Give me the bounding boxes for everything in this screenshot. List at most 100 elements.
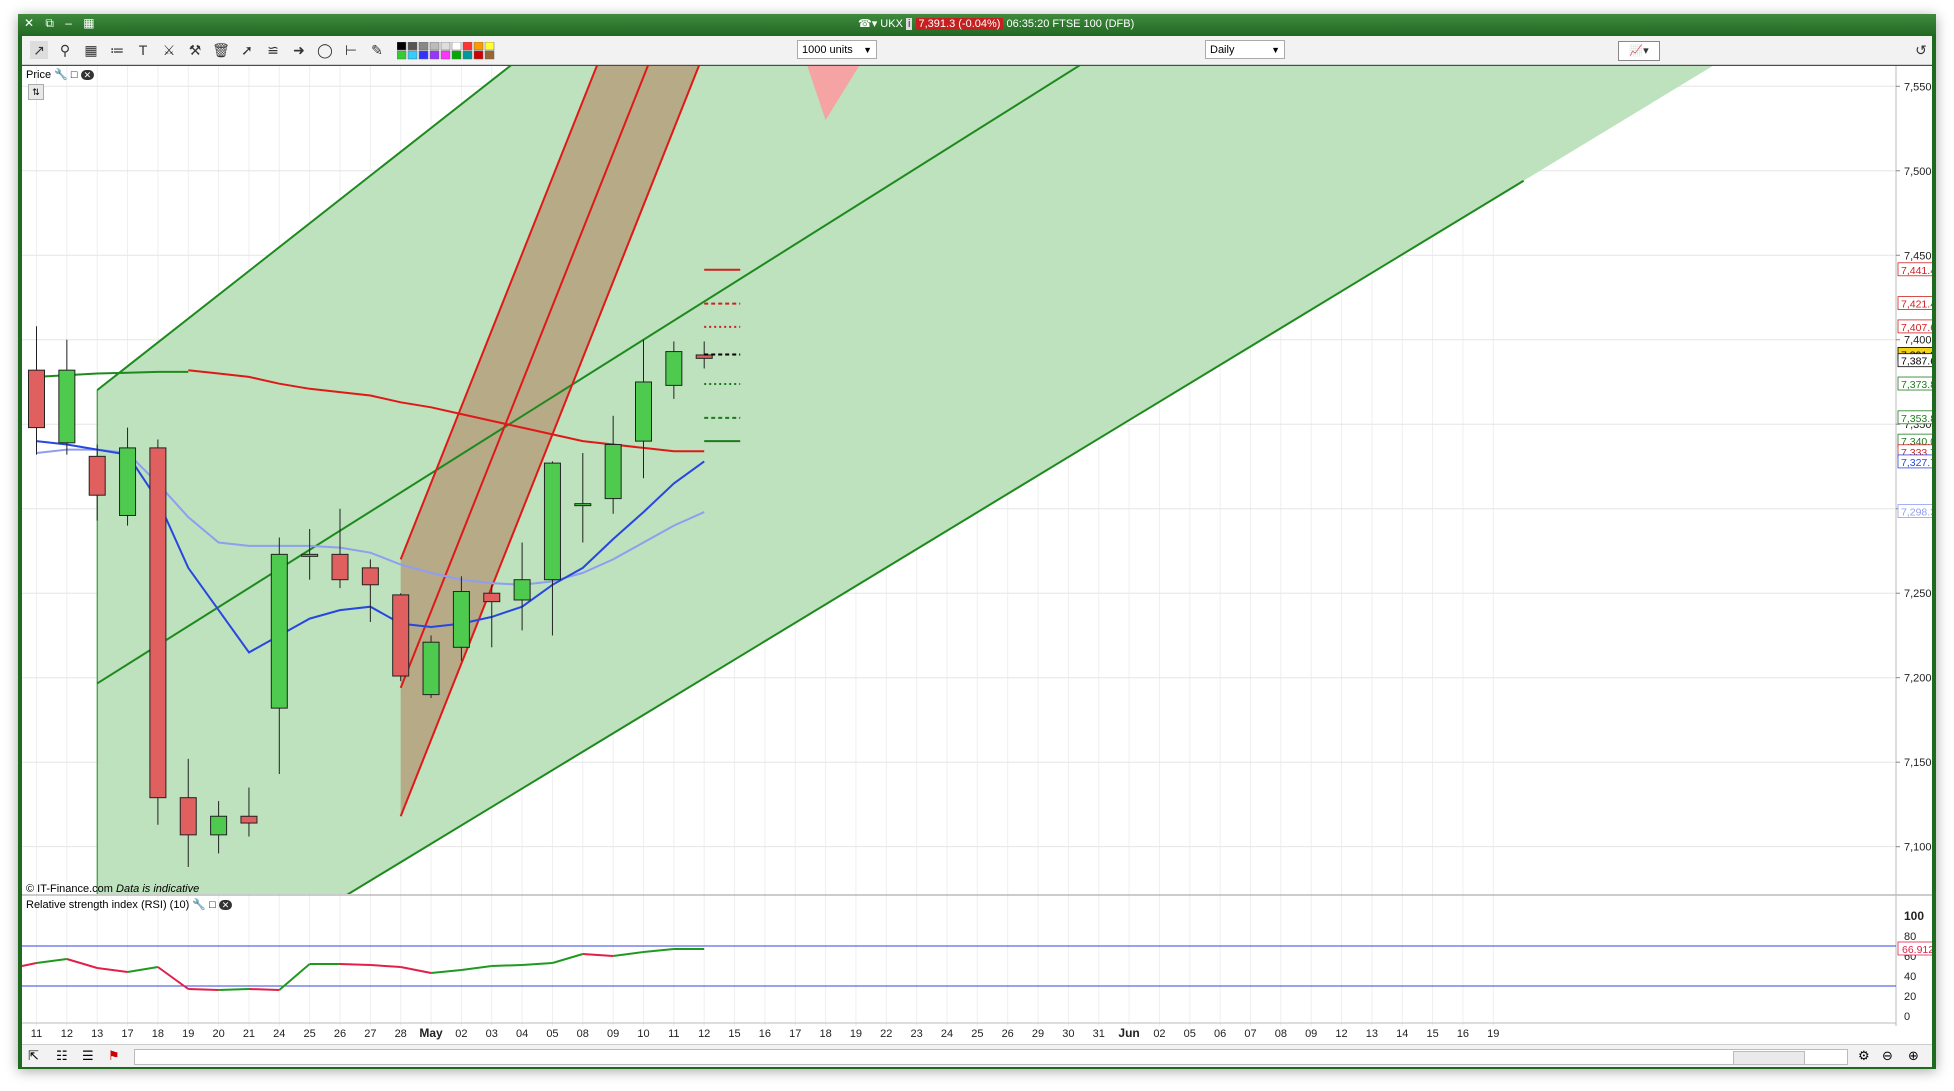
export-icon[interactable]: ⇱ xyxy=(28,1048,39,1063)
alert-icon[interactable]: ⚔ xyxy=(162,42,176,58)
candle-body xyxy=(392,594,410,677)
candle-body xyxy=(665,351,683,386)
price-label: 7,441.4 xyxy=(1901,265,1932,277)
scroll-thumb[interactable] xyxy=(1733,1051,1805,1065)
list-icon[interactable]: ☰ xyxy=(82,1048,94,1063)
units-select[interactable]: 1000 units ▼ xyxy=(797,40,877,59)
zoom-fit-icon[interactable]: ⚙ xyxy=(1858,1048,1870,1063)
period-select[interactable]: Daily ▼ xyxy=(1205,40,1285,59)
rsi-segment xyxy=(430,969,462,974)
x-tick-label: 10 xyxy=(637,1028,649,1040)
arrow-icon[interactable]: ➜ xyxy=(293,42,305,58)
x-tick-label: 13 xyxy=(91,1028,103,1040)
x-tick-label: 08 xyxy=(577,1028,589,1040)
rsi-maximize-icon[interactable]: □ xyxy=(209,899,216,911)
candle-body xyxy=(210,815,228,836)
side-panel-icon[interactable]: ↺ xyxy=(1915,42,1927,58)
collapse-icon[interactable]: ⇅ xyxy=(28,84,44,100)
x-tick-label: 19 xyxy=(182,1028,194,1040)
zoom-in-icon[interactable]: ⊕ xyxy=(1908,1048,1919,1063)
color-swatch xyxy=(397,42,407,51)
pointer-icon[interactable]: ↗ xyxy=(30,41,48,59)
chart-window: ✕ ⧉ – ▦ ☎▾ UKX i 7,391.3 (-0.04%) 06:35:… xyxy=(18,14,1939,1069)
flag-icon[interactable]: ⚑ xyxy=(108,1048,120,1063)
zoom-out-icon[interactable]: ⊖ xyxy=(1882,1048,1893,1063)
x-tick-label: 31 xyxy=(1093,1028,1105,1040)
rsi-segment xyxy=(218,988,249,991)
rsi-segment xyxy=(643,948,674,953)
candle-body xyxy=(604,444,622,500)
color-swatch xyxy=(462,50,473,60)
x-tick-label: 25 xyxy=(304,1028,316,1040)
color-swatches[interactable] xyxy=(397,42,547,60)
rsi-segment xyxy=(613,951,644,957)
rsi-segment xyxy=(522,962,553,966)
time-instrument: 06:35:20 FTSE 100 (DFB) xyxy=(1006,18,1135,30)
zoom-icon[interactable]: ⚲ xyxy=(59,42,71,58)
chart-style-icon[interactable]: 📈▾ xyxy=(1618,41,1660,61)
color-swatch xyxy=(429,42,440,51)
text-icon[interactable]: T xyxy=(138,42,148,58)
color-swatch xyxy=(462,42,473,51)
color-swatch xyxy=(440,42,451,51)
color-swatch xyxy=(407,42,418,51)
horizontal-scrollbar[interactable] xyxy=(134,1049,1848,1065)
candle-body xyxy=(452,591,470,648)
color-swatch xyxy=(418,50,429,60)
x-tick-label: May xyxy=(419,1026,443,1040)
y-tick-label: 7,400 xyxy=(1904,335,1932,347)
color-swatch xyxy=(473,50,484,60)
y-tick-label: 7,550 xyxy=(1904,81,1932,93)
x-tick-label: 18 xyxy=(819,1028,831,1040)
y-tick-label: 7,450 xyxy=(1904,250,1932,262)
rsi-wrench-icon[interactable]: 🔧 xyxy=(192,899,206,911)
layers-icon[interactable]: ☷ xyxy=(56,1048,68,1063)
candle-body xyxy=(179,797,197,836)
rsi-tick-label: 0 xyxy=(1904,1011,1910,1023)
raff-icon[interactable]: ≔ xyxy=(110,42,124,58)
indicative-text: Data is indicative xyxy=(116,883,200,895)
info-icon[interactable]: i xyxy=(905,18,913,30)
ellipse-icon[interactable]: ◯ xyxy=(317,42,333,58)
x-tick-label: 26 xyxy=(334,1028,346,1040)
close-pane-icon[interactable]: ✕ xyxy=(80,70,95,80)
x-tick-label: 27 xyxy=(364,1028,376,1040)
phone-icon[interactable]: ☎▾ xyxy=(858,18,878,30)
hline-icon[interactable]: ⊢ xyxy=(344,42,358,58)
x-tick-label: 30 xyxy=(1062,1028,1074,1040)
rsi-close-icon[interactable]: ✕ xyxy=(218,900,233,910)
x-tick-label: 24 xyxy=(941,1028,953,1040)
candle-body xyxy=(88,455,106,496)
rsi-segment xyxy=(491,964,523,967)
red-upper-line xyxy=(399,66,598,560)
price-label: 7,373.8 xyxy=(1901,379,1932,391)
x-tick-label: 16 xyxy=(1457,1028,1469,1040)
wrench-icon[interactable]: 🔧 xyxy=(54,69,68,81)
candle-body xyxy=(422,641,440,696)
rsi-segment xyxy=(552,953,584,964)
color-swatch xyxy=(484,42,495,51)
x-tick-label: 15 xyxy=(728,1028,740,1040)
x-tick-label: 17 xyxy=(789,1028,801,1040)
price-pane-header: Price 🔧 □ ✕ xyxy=(26,68,95,81)
color-swatch xyxy=(397,50,407,60)
fib-icon[interactable]: ▦ xyxy=(84,42,98,58)
pencil-icon[interactable]: ✎ xyxy=(371,42,383,58)
x-tick-label: 05 xyxy=(1184,1028,1196,1040)
tools-icon[interactable]: ⚒ xyxy=(188,42,202,58)
rsi-segment xyxy=(97,967,128,973)
candle-body xyxy=(331,553,349,581)
chart-svg[interactable]: 7,1007,1507,2007,2507,3007,3507,4007,450… xyxy=(21,66,1939,1046)
x-tick-label: 06 xyxy=(1214,1028,1226,1040)
y-tick-label: 7,250 xyxy=(1904,588,1932,600)
color-swatch xyxy=(429,50,440,60)
trendline-icon[interactable]: ➚ xyxy=(241,42,253,58)
window-controls[interactable]: ✕ ⧉ – ▦ xyxy=(24,16,99,30)
x-tick-label: 17 xyxy=(121,1028,133,1040)
channel-icon[interactable]: ≌ xyxy=(267,42,279,58)
trash-icon[interactable]: 🗑 xyxy=(212,42,230,58)
maximize-icon[interactable]: □ xyxy=(70,69,78,81)
chart-area[interactable]: 7,1007,1507,2007,2507,3007,3507,4007,450… xyxy=(21,66,1939,1064)
x-tick-label: 09 xyxy=(607,1028,619,1040)
price-label: 7,421.4 xyxy=(1901,299,1932,311)
